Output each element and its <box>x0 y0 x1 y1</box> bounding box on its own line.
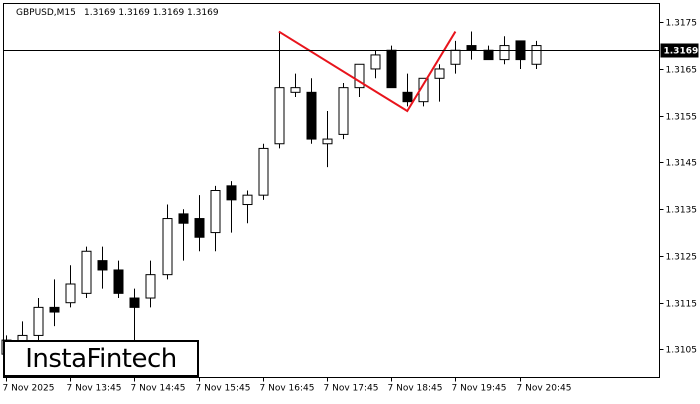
candle <box>194 195 205 252</box>
candle-body-bearish <box>178 213 189 224</box>
x-tick-label: 7 Nov 2025 <box>3 384 55 394</box>
current-price-marker: 1.3169 <box>3 43 699 58</box>
candle <box>434 64 445 102</box>
x-axis: 7 Nov 2025 7 Nov 13:45 7 Nov 14:45 7 Nov 15… <box>3 377 572 394</box>
ohlc-readout: 1.3169 1.3169 1.3169 1.3169 <box>84 8 219 18</box>
candle <box>49 279 60 327</box>
candle <box>226 181 237 233</box>
candle-body-bullish <box>450 49 461 65</box>
candle <box>531 40 542 69</box>
candle <box>290 73 301 97</box>
candle <box>338 82 349 140</box>
y-tick-label: 1.3125 <box>666 253 698 263</box>
current-price-tag <box>660 43 699 58</box>
candle-body-bullish <box>258 147 269 196</box>
candle-body-bearish <box>466 45 477 51</box>
symbol-timeframe: GBPUSD,M15 <box>16 8 76 18</box>
double-top-pattern-line <box>278 30 457 113</box>
y-tick-label: 1.3175 <box>666 19 698 29</box>
candle-body-bullish <box>274 87 285 145</box>
candle-body-bullish <box>370 54 381 70</box>
candle <box>97 246 108 289</box>
candle-body-bullish <box>210 190 221 234</box>
candle-body-bearish <box>226 185 237 201</box>
candle-body-bearish <box>306 91 317 140</box>
candle-body-bullish <box>242 194 253 206</box>
y-tick-label: 1.3155 <box>666 113 698 123</box>
x-tick-label: 7 Nov 18:45 <box>388 384 443 394</box>
x-tick-label: 7 Nov 15:45 <box>196 384 251 394</box>
pattern-overlay <box>278 30 457 113</box>
candle <box>306 78 317 144</box>
candle <box>65 265 76 308</box>
candle <box>162 204 173 280</box>
candle <box>274 31 285 149</box>
y-tick-label: 1.3145 <box>666 159 698 169</box>
candle-body-bearish <box>113 269 124 294</box>
x-tick-label: 7 Nov 16:45 <box>260 384 315 394</box>
candle-body-bearish <box>194 218 205 238</box>
x-tick-label: 7 Nov 19:45 <box>452 384 507 394</box>
logo-text: InstaFintech <box>25 343 177 374</box>
candle-body-bullish <box>338 87 349 135</box>
candle-body-bullish <box>145 274 156 299</box>
candle-body-bullish <box>33 306 44 336</box>
plot-frame <box>3 3 660 378</box>
y-tick-label: 1.3105 <box>666 346 698 356</box>
y-tick-label: 1.3115 <box>666 300 698 310</box>
candle-body-bullish <box>65 283 76 304</box>
candle <box>370 50 381 79</box>
candle-body-bearish <box>49 306 60 313</box>
current-price-label: 1.3169 <box>664 47 699 57</box>
candle-body-bullish <box>162 218 173 276</box>
candle-body-bullish <box>531 45 542 65</box>
y-axis: 1.3175 1.3165 1.3155 1.3145 1.3135 1.3125 1.31… <box>659 19 698 356</box>
candle <box>210 185 221 252</box>
x-tick-label: 7 Nov 20:45 <box>517 384 572 394</box>
candle-body-bullish <box>354 63 365 89</box>
candle <box>81 246 92 299</box>
candle-body-bearish <box>402 91 413 103</box>
candle <box>113 260 124 299</box>
candle-body-bullish <box>322 138 333 145</box>
candle <box>322 111 333 168</box>
candle <box>129 288 140 341</box>
logo: InstaFintech <box>3 340 199 377</box>
x-tick-label: 7 Nov 14:45 <box>131 384 186 394</box>
y-tick-label: 1.3165 <box>666 66 698 76</box>
candle-body-bullish <box>290 87 301 93</box>
candle-body-bullish <box>499 45 510 61</box>
candle <box>386 45 397 89</box>
x-tick-label: 7 Nov 17:45 <box>324 384 379 394</box>
candle <box>258 143 269 200</box>
candle-body-bearish <box>386 49 397 89</box>
candle <box>242 190 253 224</box>
candle <box>402 73 413 107</box>
candle-body-bullish <box>434 68 445 79</box>
candle <box>145 260 156 308</box>
candle-body-bearish <box>97 260 108 271</box>
candle-body-bullish <box>81 250 92 294</box>
candle <box>178 209 189 261</box>
y-tick-label: 1.3135 <box>666 206 698 216</box>
candle-body-bearish <box>483 49 494 61</box>
x-tick-label: 7 Nov 13:45 <box>67 384 122 394</box>
candle-body-bearish <box>129 297 140 308</box>
